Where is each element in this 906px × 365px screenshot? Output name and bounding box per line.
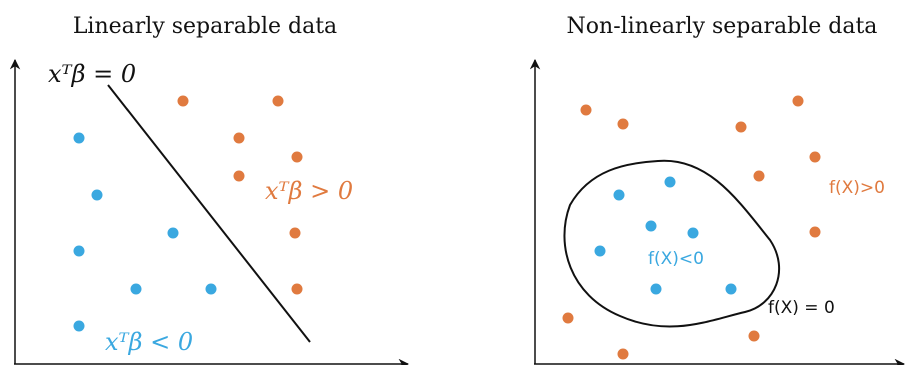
right-negative-label: f(X)<0 [648,249,704,269]
blue-point [687,227,699,239]
orange-point [580,104,592,116]
orange-point [562,312,574,324]
blue-point [650,283,662,295]
left-panel: Linearly separable data xᵀβ = 0 xᵀβ > 0 … [9,14,410,365]
blue-point [91,189,103,201]
left-orange-points [177,95,303,295]
blue-point [167,227,179,239]
blue-point [73,132,85,144]
right-decision-boundary [563,159,780,328]
orange-point [617,118,629,130]
right-panel-title: Non-linearly separable data [567,14,878,39]
orange-point [233,170,245,182]
orange-point [291,283,303,295]
blue-point [664,176,676,188]
orange-point [289,227,301,239]
orange-point [809,226,821,238]
blue-point [73,245,85,257]
blue-point [613,189,625,201]
right-boundary-label: f(X) = 0 [768,298,835,318]
blue-point [73,320,85,332]
orange-point [748,330,760,342]
orange-point [272,95,284,107]
orange-point [792,95,804,107]
right-positive-label: f(X)>0 [829,178,885,198]
left-panel-title: Linearly separable data [73,14,337,39]
orange-point [735,121,747,133]
left-boundary-label: xᵀβ = 0 [48,60,136,88]
blue-point [205,283,217,295]
left-decision-line [107,84,311,343]
orange-point [753,170,765,182]
left-positive-label: xᵀβ > 0 [265,177,353,205]
orange-point [809,151,821,163]
left-blue-points [73,132,217,332]
right-orange-points [562,95,821,360]
orange-point [233,132,245,144]
orange-point [617,348,629,360]
right-blue-points [594,176,737,295]
orange-point [177,95,189,107]
blue-point [645,220,657,232]
orange-point [291,151,303,163]
blue-point [725,283,737,295]
blue-point [594,245,606,257]
right-panel: Non-linearly separable data f(X)<0 f(X)>… [529,14,906,365]
left-negative-label: xᵀβ < 0 [105,328,193,356]
blue-point [130,283,142,295]
